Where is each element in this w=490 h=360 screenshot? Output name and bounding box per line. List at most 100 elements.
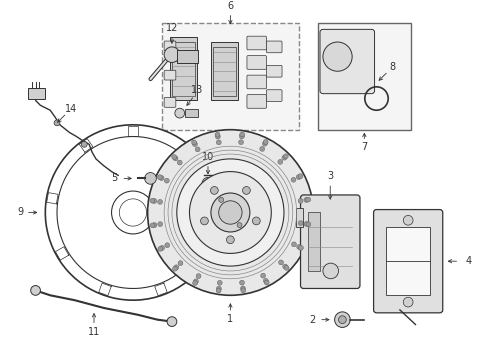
Circle shape (158, 246, 163, 251)
Circle shape (226, 236, 234, 244)
Circle shape (178, 261, 183, 266)
FancyBboxPatch shape (247, 56, 267, 69)
Bar (318, 23, 411, 130)
Circle shape (158, 222, 163, 226)
Circle shape (145, 172, 156, 184)
Circle shape (282, 155, 287, 160)
Circle shape (194, 279, 198, 284)
Circle shape (152, 222, 157, 228)
Circle shape (147, 130, 313, 295)
Circle shape (196, 274, 201, 279)
Circle shape (167, 317, 177, 327)
FancyBboxPatch shape (164, 98, 176, 107)
Text: 12: 12 (166, 23, 178, 33)
Circle shape (150, 198, 155, 203)
FancyBboxPatch shape (300, 195, 360, 288)
Bar (162, 23, 298, 130)
Text: 2: 2 (309, 315, 316, 325)
Text: 8: 8 (389, 62, 395, 72)
Bar (177, 50, 198, 63)
Circle shape (217, 286, 221, 291)
Circle shape (263, 140, 268, 144)
Circle shape (159, 176, 164, 180)
Circle shape (174, 265, 179, 270)
Text: 6: 6 (227, 1, 233, 11)
Text: 13: 13 (191, 85, 203, 95)
Circle shape (240, 132, 245, 137)
Circle shape (190, 172, 271, 253)
Circle shape (218, 280, 222, 285)
Text: 5: 5 (111, 174, 118, 183)
FancyBboxPatch shape (267, 66, 282, 77)
Circle shape (241, 286, 245, 291)
FancyBboxPatch shape (320, 30, 374, 94)
Circle shape (298, 198, 303, 203)
Circle shape (291, 177, 296, 182)
Circle shape (278, 159, 283, 164)
Text: 1: 1 (227, 314, 233, 324)
Circle shape (304, 221, 309, 226)
Circle shape (283, 264, 288, 269)
Circle shape (172, 266, 177, 271)
Circle shape (239, 140, 244, 145)
Text: 14: 14 (65, 104, 77, 114)
Circle shape (296, 175, 301, 180)
FancyBboxPatch shape (247, 75, 267, 89)
Bar (308, 212, 320, 271)
Circle shape (237, 223, 242, 228)
Bar (172, 42, 196, 96)
Circle shape (284, 265, 289, 270)
Circle shape (306, 222, 311, 227)
Circle shape (261, 273, 266, 278)
Circle shape (219, 197, 223, 202)
Text: 7: 7 (361, 142, 368, 152)
Circle shape (252, 217, 260, 225)
Circle shape (211, 193, 250, 232)
Circle shape (216, 288, 221, 293)
Circle shape (339, 316, 346, 324)
Circle shape (304, 198, 309, 202)
Circle shape (215, 132, 220, 137)
Bar (185, 109, 198, 117)
FancyBboxPatch shape (247, 95, 267, 108)
Circle shape (298, 221, 303, 226)
Circle shape (172, 155, 176, 159)
Circle shape (200, 217, 208, 225)
Circle shape (335, 312, 350, 328)
Circle shape (240, 280, 245, 285)
Circle shape (193, 142, 197, 147)
Circle shape (164, 178, 169, 183)
Circle shape (283, 154, 288, 159)
Text: 10: 10 (202, 152, 214, 162)
FancyBboxPatch shape (164, 70, 176, 80)
Circle shape (298, 246, 303, 250)
Text: 3: 3 (327, 171, 333, 181)
Circle shape (403, 215, 413, 225)
Bar (213, 47, 236, 96)
Circle shape (81, 141, 87, 147)
Bar (170, 37, 197, 100)
Circle shape (165, 243, 170, 248)
Circle shape (150, 223, 155, 228)
Circle shape (219, 201, 242, 224)
Circle shape (264, 280, 269, 285)
Circle shape (216, 134, 220, 139)
Circle shape (323, 42, 352, 71)
Circle shape (323, 263, 339, 279)
Circle shape (175, 108, 185, 118)
Circle shape (260, 147, 265, 151)
Circle shape (298, 174, 303, 179)
Circle shape (160, 246, 165, 250)
FancyBboxPatch shape (247, 36, 267, 50)
Text: 4: 4 (465, 256, 471, 266)
Circle shape (241, 288, 245, 293)
Circle shape (403, 297, 413, 307)
Circle shape (297, 244, 302, 249)
Circle shape (292, 242, 296, 247)
Circle shape (157, 175, 162, 180)
Circle shape (54, 120, 60, 126)
Bar (295, 208, 303, 227)
FancyBboxPatch shape (373, 210, 443, 313)
Text: 9: 9 (17, 207, 23, 217)
Circle shape (193, 280, 197, 285)
